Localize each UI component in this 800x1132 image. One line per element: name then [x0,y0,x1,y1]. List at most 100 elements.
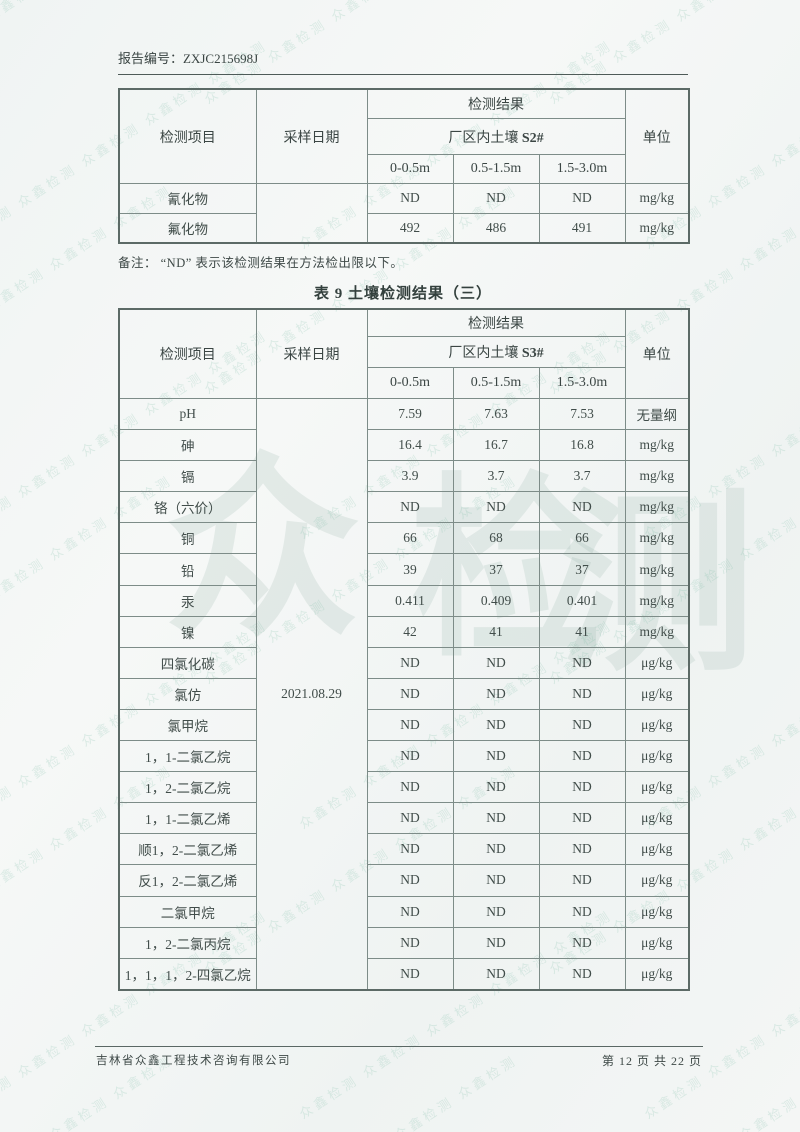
result-value-cell: 0.401 [538,584,626,617]
result-value-cell: 16.4 [366,429,454,462]
unit-cell: mg/kg [624,615,690,648]
result-value-cell: ND [538,740,626,773]
table-row: 氰化物 ND ND ND mg/kg [118,183,690,244]
result-value-cell: 7.59 [366,397,454,431]
table-row: 铜 66 68 66 mg/kg [118,522,690,555]
result-value-cell: ND [366,708,454,742]
item-name-cell: 1，2-二氯丙烷 [118,926,257,959]
table-row: 镍 42 41 41 mg/kg [118,615,690,648]
footer-page-number: 第 12 页 共 22 页 [601,1054,702,1068]
result-value-cell: ND [538,864,626,897]
table-row: 1，2-二氯乙烷 ND ND ND μg/kg [118,771,690,804]
unit-cell: μg/kg [624,646,690,679]
column-header-unit: 单位 [624,88,690,184]
site-code: S2# [521,130,544,146]
item-name-cell: 铬（六价） [118,491,257,524]
table-row: 汞 0.411 0.409 0.401 mg/kg [118,584,690,617]
unit-cell: μg/kg [624,864,690,897]
unit-cell: mg/kg [624,460,690,493]
result-value-cell: ND [538,646,626,679]
report-number-value: ZXJC215698J [183,51,259,66]
column-header-unit: 单位 [624,308,690,399]
result-value-cell: ND [452,802,540,835]
result-value-cell: ND [452,833,540,866]
unit-cell: μg/kg [624,708,690,742]
item-name-cell: 1，2-二氯乙烷 [118,771,257,804]
result-value-cell: 16.7 [452,429,540,462]
column-header-site: 厂区内土壤 S3# [366,336,626,368]
unit-cell: mg/kg [624,212,690,244]
soil-s3-table: 检测项目 采样日期 检测结果 单位 厂区内土壤 S3# 0-0.5m 0.5-1.5m 1.5… [118,308,690,991]
table-row: 1，1-二氯乙烷 ND ND ND μg/kg [118,740,690,773]
unit-cell: μg/kg [624,957,690,991]
result-value-cell: ND [452,957,540,991]
unit-cell: mg/kg [624,183,690,214]
unit-cell: mg/kg [624,522,690,555]
result-value-cell: ND [452,771,540,804]
result-value-cell: 486 [452,212,540,244]
result-value-cell: ND [366,740,454,773]
unit-cell: μg/kg [624,740,690,773]
result-value-cell: ND [538,771,626,804]
item-name-cell: 镉 [118,460,257,493]
report-number-label: 报告编号： [118,51,184,66]
table-row: pH 2021.08.29 7.59 7.63 7.53 无量纲 [118,397,690,991]
column-header-depth: 0-0.5m [366,367,454,399]
column-header-result: 检测结果 [366,308,626,337]
result-value-cell: ND [366,646,454,679]
result-value-cell: ND [366,895,454,928]
item-name-cell: 1，1-二氯乙烯 [118,802,257,835]
result-value-cell: ND [538,895,626,928]
result-value-cell: ND [366,864,454,897]
result-value-cell: ND [366,677,454,710]
table-row: 四氯化碳 ND ND ND μg/kg [118,646,690,679]
result-value-cell: ND [538,677,626,710]
table-row: 砷 16.4 16.7 16.8 mg/kg [118,429,690,462]
result-value-cell: ND [538,708,626,742]
table-row: 1，1-二氯乙烯 ND ND ND μg/kg [118,802,690,835]
item-name-cell: 氟化物 [118,212,257,244]
result-value-cell: ND [538,957,626,991]
unit-cell: mg/kg [624,491,690,524]
table-row: 氯仿 ND ND ND μg/kg [118,677,690,710]
result-value-cell: ND [366,833,454,866]
column-header-result: 检测结果 [366,88,626,119]
result-value-cell: ND [366,802,454,835]
table-row: 1，2-二氯丙烷 ND ND ND μg/kg [118,926,690,959]
item-name-cell: 1，1-二氯乙烷 [118,740,257,773]
result-value-cell: 41 [538,615,626,648]
column-header-depth: 0.5-1.5m [452,367,540,399]
result-value-cell: ND [366,491,454,524]
soil-s2-table: 检测项目 采样日期 检测结果 单位 厂区内土壤 S2# 0-0.5m 0.5-1.5m 1.5… [118,88,690,244]
result-value-cell: 66 [538,522,626,555]
result-value-cell: 68 [452,522,540,555]
sample-date-cell: 2021.08.29 [255,397,368,991]
result-value-cell: ND [538,491,626,524]
result-value-cell: ND [452,677,540,710]
result-value-cell: 3.7 [538,460,626,493]
result-value-cell: ND [366,957,454,991]
report-number-line: 报告编号：ZXJC215698J [118,48,688,75]
unit-cell: μg/kg [624,677,690,710]
item-name-cell: 氯仿 [118,677,257,710]
result-value-cell: ND [366,771,454,804]
result-value-cell: 492 [366,212,454,244]
result-value-cell: 42 [366,615,454,648]
nd-note: 备注： “ND” 表示该检测结果在方法检出限以下。 [118,256,404,270]
item-name-cell: 铜 [118,522,257,555]
item-name-cell: 反1，2-二氯乙烯 [118,864,257,897]
table-row: 顺1，2-二氯乙烯 ND ND ND μg/kg [118,833,690,866]
footer-company-name: 吉林省众鑫工程技术咨询有限公司 [96,1055,291,1067]
result-value-cell: ND [538,926,626,959]
site-code: S3# [521,346,544,361]
result-value-cell: 0.411 [366,584,454,617]
unit-cell: μg/kg [624,926,690,959]
result-value-cell: 491 [538,212,626,244]
column-header-item: 检测项目 [118,88,257,184]
result-value-cell: 3.7 [452,460,540,493]
result-value-cell: 7.53 [538,397,626,431]
unit-cell: mg/kg [624,584,690,617]
result-value-cell: ND [366,183,454,214]
